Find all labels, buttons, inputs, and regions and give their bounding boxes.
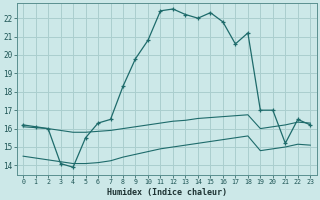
X-axis label: Humidex (Indice chaleur): Humidex (Indice chaleur) xyxy=(107,188,227,197)
